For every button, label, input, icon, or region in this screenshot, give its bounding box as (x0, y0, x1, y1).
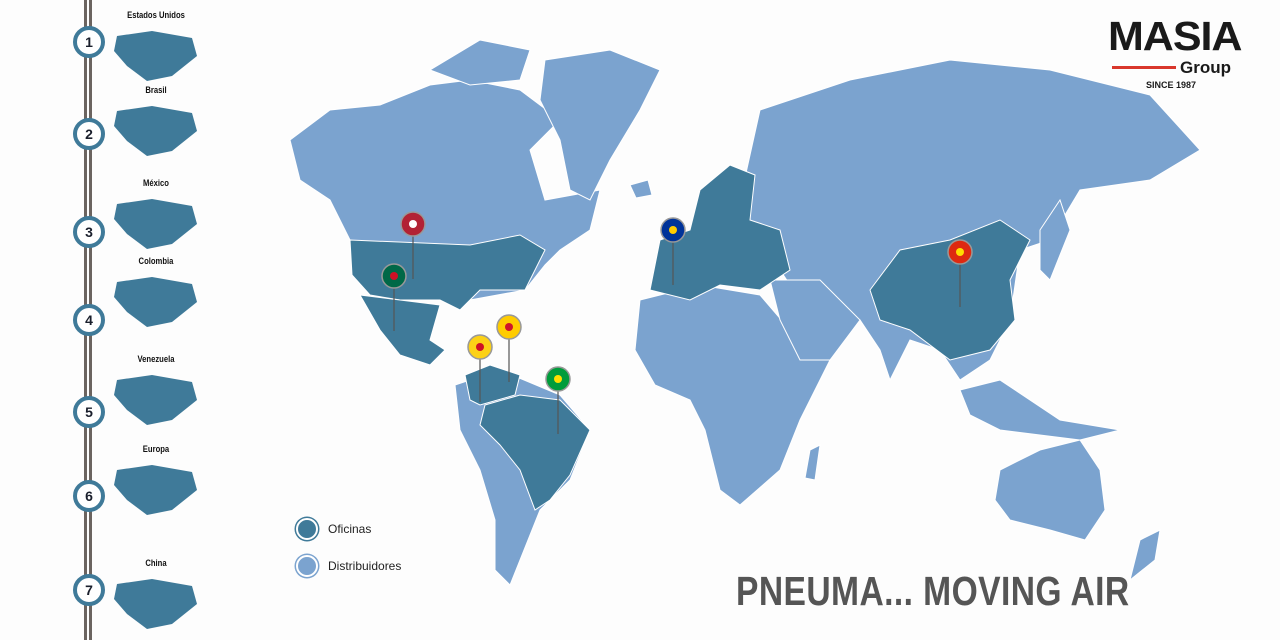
logo-name: MASIA (1108, 13, 1243, 59)
brazil-flag-pin[interactable] (545, 366, 571, 434)
step-2-badge: 2 (73, 118, 105, 150)
distribuidores-swatch (296, 555, 318, 577)
canada-islands (428, 39, 531, 86)
legend-label: Oficinas (328, 522, 372, 536)
southeast-asia (959, 379, 1121, 441)
step-7-badge: 7 (73, 574, 105, 606)
greenland (539, 49, 661, 201)
step-6-badge: 6 (73, 480, 105, 512)
country-silhouette (114, 31, 197, 81)
colombia-venezuela-region (464, 364, 521, 406)
usa-region (349, 234, 546, 311)
step-5-badge: 5 (73, 396, 105, 428)
mexico-flag-pin[interactable] (381, 263, 407, 331)
step-4-badge: 4 (73, 304, 105, 336)
mexico-region (359, 294, 446, 366)
country-silhouette (114, 579, 197, 629)
legend-oficinas: Oficinas (296, 518, 371, 540)
china-region (869, 219, 1031, 361)
step-3-badge: 3 (73, 216, 105, 248)
step-1-badge: 1 (73, 26, 105, 58)
country-silhouette (114, 199, 197, 249)
masia-logo: MASIA Group SINCE 1987 (1108, 14, 1248, 94)
logo-red-line (1112, 66, 1176, 69)
brazil-region (479, 394, 591, 511)
country-silhouette (114, 465, 197, 515)
country-label: Colombia (138, 256, 174, 266)
legend-distribuidores: Distribuidores (296, 555, 401, 577)
australia (994, 439, 1106, 541)
uk-iceland (629, 179, 653, 199)
us-flag-pin[interactable] (400, 211, 426, 279)
europe-region (649, 164, 791, 301)
tagline: PNEUMA... MOVING AIR (736, 568, 1130, 614)
logo-since: SINCE 1987 (1146, 80, 1197, 90)
middle-east (769, 279, 861, 361)
japan (1039, 198, 1071, 281)
colombia-flag-pin[interactable] (467, 334, 493, 402)
madagascar (804, 444, 821, 481)
africa (634, 284, 831, 506)
new-zealand (1129, 529, 1161, 582)
logo-group: Group (1180, 58, 1231, 77)
country-silhouette (114, 106, 197, 156)
country-label: Venezuela (137, 354, 175, 364)
oficinas-swatch (296, 518, 318, 540)
legend-label: Distribuidores (328, 559, 402, 573)
country-label: China (145, 558, 167, 568)
country-label: México (143, 178, 169, 188)
country-label: Estados Unidos (127, 10, 185, 20)
country-label: Brasil (145, 85, 167, 95)
country-label: Europa (142, 444, 170, 454)
eu-flag-pin[interactable] (660, 217, 686, 285)
china-flag-pin[interactable] (947, 239, 973, 307)
venezuela-flag-pin[interactable] (496, 314, 522, 382)
country-silhouette (114, 277, 197, 327)
country-silhouette (114, 375, 197, 425)
